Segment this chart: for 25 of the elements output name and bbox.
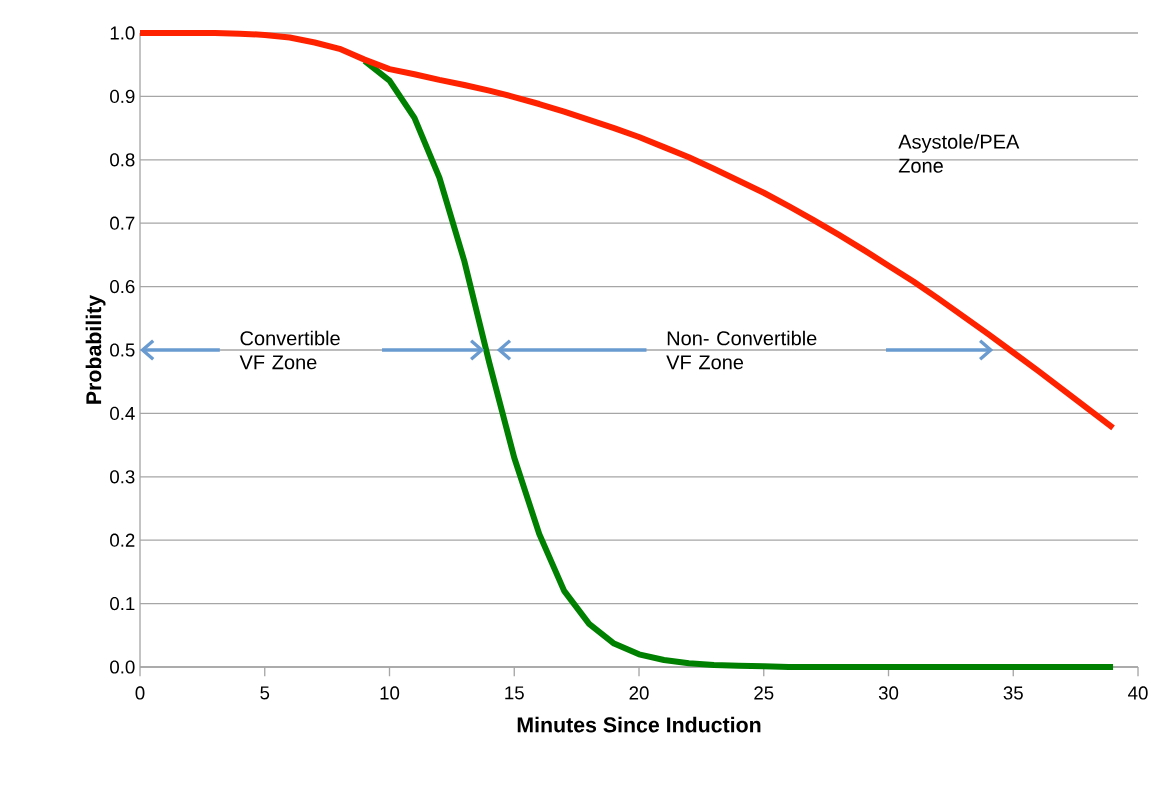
x-tick-label: 30 (878, 686, 899, 700)
y-tick-label: 0.7 (110, 216, 135, 230)
y-tick-label: 0.1 (110, 596, 135, 611)
x-tick-label: 10 (380, 686, 400, 700)
y-tick-label: 0.5 (110, 343, 135, 357)
x-axis-title: Minutes Since Induction (517, 716, 761, 733)
x-tick-label: 20 (629, 686, 649, 700)
y-tick-label: 0.8 (110, 153, 135, 167)
x-tick-label: 40 (1128, 686, 1148, 700)
y-tick-label: 0.0 (110, 660, 135, 674)
x-tick-label: 35 (1003, 686, 1023, 700)
annotation: Asystole/PEA Zone (898, 134, 1020, 173)
y-tick-label: 0.4 (110, 406, 135, 421)
y-tick-label: 1.0 (110, 26, 135, 40)
x-tick-label: 5 (260, 686, 270, 700)
y-tick-label: 0.6 (110, 279, 135, 294)
y-tick-label: 0.3 (110, 470, 135, 484)
y-axis-title: Probability (85, 294, 106, 404)
x-tick-label: 15 (505, 686, 524, 700)
annotation: Convertible VF Zone (239, 330, 340, 370)
x-tick-label: 0 (135, 686, 145, 700)
x-tick-label: 25 (754, 686, 774, 700)
y-tick-label: 0.2 (110, 533, 135, 547)
y-tick-label: 0.9 (110, 89, 135, 104)
annotation: Non- Convertible VF Zone (666, 330, 817, 370)
